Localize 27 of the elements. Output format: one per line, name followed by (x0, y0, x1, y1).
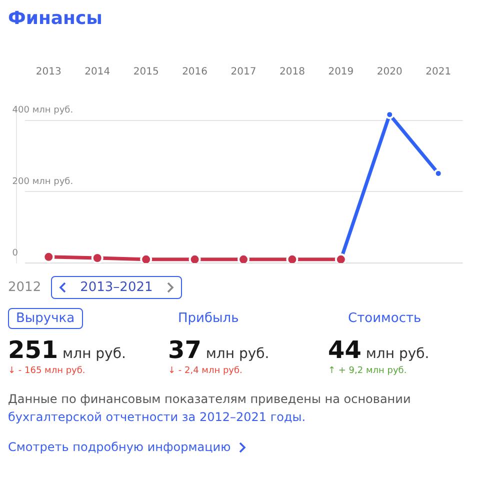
text: 251 млн руб. (8, 336, 126, 364)
x-tick-label: 2014 (84, 66, 110, 78)
text: ↑ + 9,2 млн руб. (328, 366, 408, 376)
text: Выручка (8, 308, 83, 329)
x-tick-label: 2020 (376, 66, 402, 78)
text: Стоимость (347, 311, 422, 326)
text: 37 млн руб. (168, 336, 270, 364)
x-tick-label: 2019 (328, 66, 354, 78)
text: Прибыль (177, 311, 240, 326)
chart-title: Финансы (8, 8, 104, 31)
text: ↓ - 2,4 млн руб. (168, 366, 244, 376)
x-tick-label: 2017 (230, 66, 256, 78)
x-tick-label: 2013 (36, 66, 62, 78)
text: 44 млн руб. (328, 336, 430, 364)
y-tick-label: 400 млн руб. (12, 106, 74, 116)
text: бухгалтерской отчетности за 2012–2021 годы. (8, 410, 306, 424)
text: ↓ - 165 млн руб. (8, 366, 86, 376)
y-tick-label: 0 (12, 248, 18, 258)
x-tick-label: 2016 (182, 66, 208, 78)
x-tick-label: 2021 (426, 66, 452, 78)
x-tick-label: 2015 (133, 66, 159, 78)
y-tick-label: 200 млн руб. (12, 176, 74, 187)
text: 2012 (8, 280, 42, 295)
text: 2013–2021 (80, 280, 153, 295)
x-tick-label: 2018 (279, 66, 305, 78)
text: Смотреть подробную информацию (8, 440, 231, 454)
text: Данные по финансовым показателям приведены на основании (8, 392, 411, 406)
